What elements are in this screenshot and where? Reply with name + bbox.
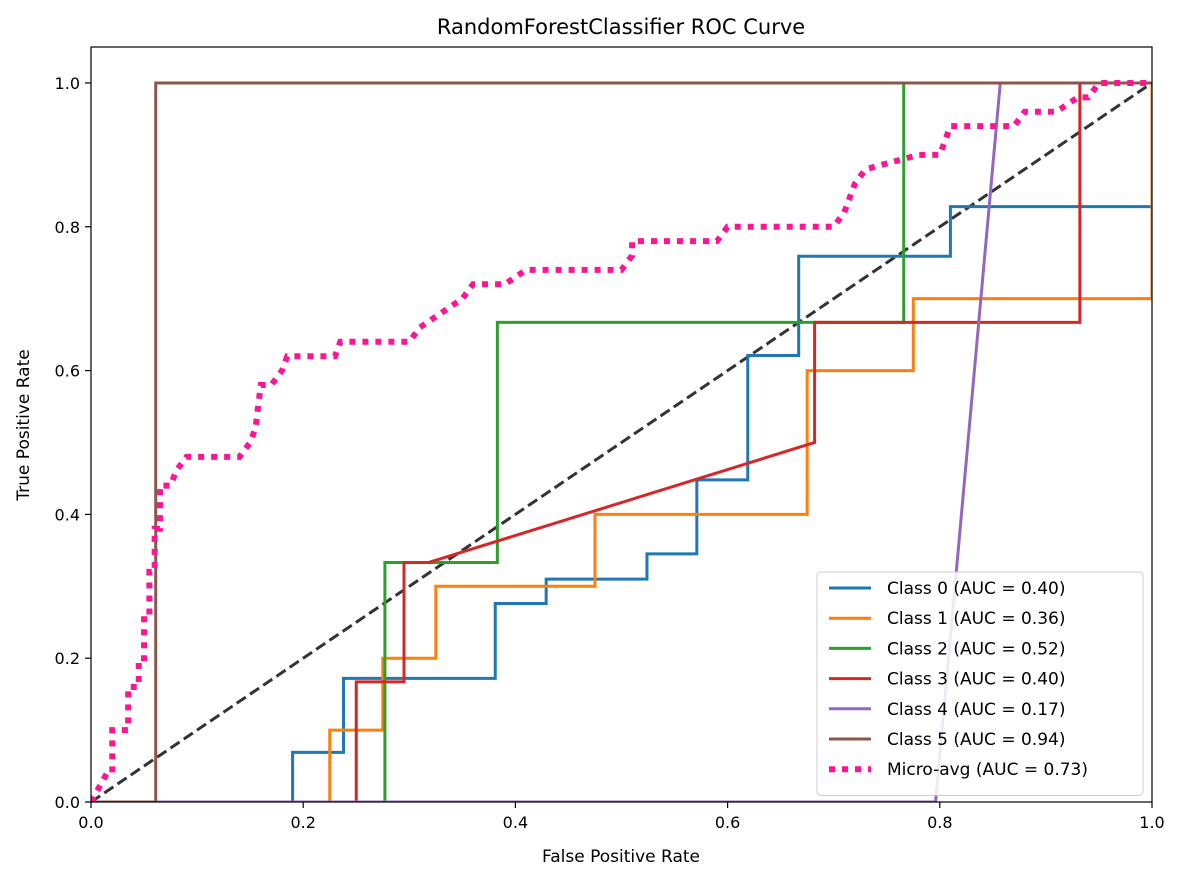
y-tick-label: 0.0 [55, 793, 80, 812]
legend: Class 0 (AUC = 0.40) Class 1 (AUC = 0.36)… [816, 571, 1144, 796]
x-tick-label: 0.6 [715, 813, 740, 832]
legend-label-2: Class 2 (AUC = 0.52) [887, 639, 1065, 659]
legend-box [816, 571, 1144, 796]
x-tick-label: 0.4 [503, 813, 528, 832]
series-line-3 [91, 81, 1152, 802]
legend-label-6: Micro-avg (AUC = 0.73) [887, 760, 1088, 780]
y-tick-label: 0.8 [55, 218, 80, 237]
legend-label-5: Class 5 (AUC = 0.94) [887, 730, 1065, 750]
x-axis-label: False Positive Rate [542, 847, 700, 867]
plot-area: 0.0 0.2 0.4 0.6 0.8 1.0 0.0 0.2 0.4 0.6 0.8 1.0 [55, 46, 1165, 832]
x-tick-label: 1.0 [1139, 813, 1164, 832]
legend-label-4: Class 4 (AUC = 0.17) [887, 700, 1065, 720]
legend-label-0: Class 0 (AUC = 0.40) [887, 579, 1065, 599]
legend-label-1: Class 1 (AUC = 0.36) [887, 609, 1065, 629]
y-tick-label: 0.4 [55, 505, 80, 524]
series-line-5 [91, 81, 1152, 802]
y-tick-label: 1.0 [55, 74, 80, 93]
chart-title: RandomForestClassifier ROC Curve [437, 15, 805, 39]
x-tick-label: 0.8 [927, 813, 952, 832]
x-tick-label: 0.2 [290, 813, 315, 832]
series-line-2 [91, 81, 1152, 802]
chance-diagonal-line [91, 81, 1152, 802]
series-line-0 [91, 205, 1152, 802]
axes-frame [90, 46, 1153, 803]
series-line-6 [91, 79, 1152, 802]
data-layer [91, 79, 1152, 802]
legend-label-3: Class 3 (AUC = 0.40) [887, 670, 1065, 690]
x-tick-label: 0.0 [78, 813, 103, 832]
y-tick-label: 0.6 [55, 362, 80, 381]
y-tick-label: 0.2 [55, 649, 80, 668]
y-axis-label: True Positive Rate [14, 349, 34, 501]
